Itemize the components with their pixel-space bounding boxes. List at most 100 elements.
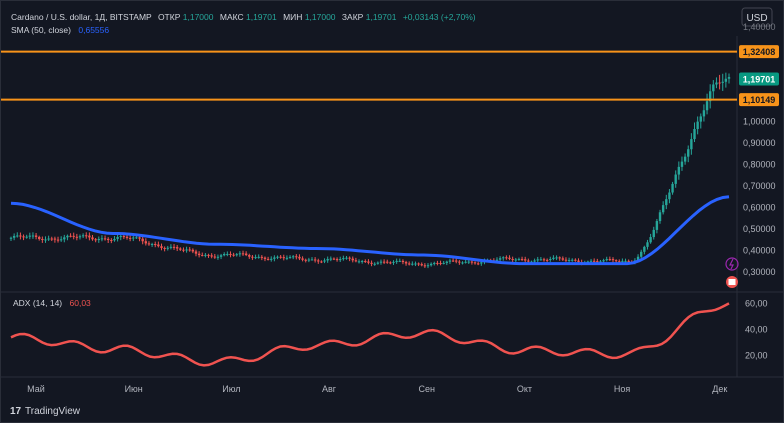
candle-body <box>106 238 110 241</box>
candle-body <box>665 199 668 206</box>
candle-body <box>188 249 191 251</box>
candle-body <box>50 238 53 240</box>
tradingview-logo-mark: 17 <box>10 406 22 417</box>
candle-body <box>241 253 245 255</box>
candle-body <box>696 121 699 129</box>
candle-body <box>683 156 687 162</box>
candle-body <box>599 261 602 263</box>
candle-body <box>235 254 238 256</box>
current-price-label: 1,19701 <box>743 75 776 85</box>
candle-body <box>260 256 264 258</box>
candle-body <box>232 254 235 256</box>
candle-body <box>677 166 681 175</box>
candle-body <box>263 257 267 259</box>
candle-body <box>724 78 728 82</box>
candle-body <box>498 258 502 260</box>
candle-body <box>602 260 605 262</box>
header-line-1: Cardano / U.S. dollar, 1Д, BITSTAMP ОТКР… <box>11 12 476 22</box>
tradingview-logo[interactable]: 17 TradingView <box>10 406 81 417</box>
candle-body <box>536 259 539 261</box>
candle-body <box>172 246 176 248</box>
candle-body <box>649 237 652 243</box>
candle-body <box>69 235 72 237</box>
candle-body <box>141 238 144 242</box>
price-levels[interactable]: 1,32408 1,10149 <box>1 45 779 107</box>
candle-body <box>708 91 712 102</box>
candle-body <box>658 212 662 222</box>
candle-body <box>401 260 405 263</box>
candle-body <box>727 77 731 79</box>
candle-body <box>621 260 624 262</box>
candle-body <box>605 259 608 261</box>
candle-body <box>705 101 709 111</box>
candle-body <box>436 262 439 264</box>
candle-body <box>244 253 248 256</box>
candle-body <box>671 183 674 193</box>
flash-icon[interactable] <box>725 257 739 271</box>
candle-body <box>179 248 182 250</box>
candle-body <box>357 261 361 263</box>
candle-body <box>31 235 35 237</box>
candle-body <box>530 261 533 263</box>
adx-tick-label: 60,00 <box>745 299 768 309</box>
candle-body <box>194 251 198 254</box>
candle-body <box>652 229 655 238</box>
adx-legend[interactable]: ADX (14, 14) 60,03 <box>13 298 91 308</box>
candle-body <box>254 257 257 259</box>
candle-body <box>34 235 38 237</box>
calendar-event-icon[interactable] <box>726 276 738 288</box>
currency-button[interactable]: USD <box>741 7 773 27</box>
candle-body <box>715 82 718 85</box>
candle-body <box>320 261 323 263</box>
candle-body <box>680 161 684 167</box>
candle-body <box>266 258 270 260</box>
price-tick-label: 0,70000 <box>743 181 776 191</box>
candle-body <box>674 174 677 184</box>
candle-body <box>574 259 577 261</box>
change-value: +0,03143 (+2,70%) <box>403 12 476 22</box>
candle-body <box>473 262 477 264</box>
high-value: 1,19701 <box>246 12 277 22</box>
candle-body <box>85 235 88 237</box>
candle-body <box>470 261 474 263</box>
candle-body <box>655 221 659 230</box>
candle-body <box>345 257 348 259</box>
price-tick-label: 0,30000 <box>743 267 776 277</box>
candle-body <box>166 247 169 249</box>
candle-body <box>59 239 63 241</box>
candle-body <box>533 260 536 262</box>
sma-legend[interactable]: SMA (50, close) 0,65556 <box>11 25 109 35</box>
candle-body <box>304 259 307 261</box>
candle-body <box>238 253 242 255</box>
candle-body <box>549 258 552 260</box>
candle-body <box>19 235 22 237</box>
candle-body <box>295 256 298 258</box>
price-tick-label: 0,80000 <box>743 160 776 170</box>
candlesticks <box>9 72 731 269</box>
candle-body <box>514 259 517 261</box>
candle-body <box>122 236 126 238</box>
candle-body <box>564 259 568 261</box>
candle-body <box>614 260 618 262</box>
candle-body <box>502 257 505 259</box>
price-tick-label: 1,00000 <box>743 116 776 126</box>
candle-body <box>150 244 154 246</box>
sma-legend-value: 0,65556 <box>78 25 109 35</box>
adx-legend-value: 60,03 <box>70 298 92 308</box>
candle-body <box>301 258 304 260</box>
candle-body <box>204 254 207 256</box>
candle-body <box>467 261 470 263</box>
candle-body <box>12 235 16 238</box>
candle-body <box>298 256 301 259</box>
candle-body <box>66 235 69 238</box>
candle-body <box>323 260 326 262</box>
candle-body <box>279 256 282 258</box>
candle-body <box>636 256 640 261</box>
candle-body <box>223 253 226 256</box>
candle-body <box>445 261 449 263</box>
low-label: МИН <box>283 12 302 22</box>
candle-body <box>282 257 285 259</box>
candle-body <box>113 238 116 241</box>
candle-body <box>317 260 320 262</box>
